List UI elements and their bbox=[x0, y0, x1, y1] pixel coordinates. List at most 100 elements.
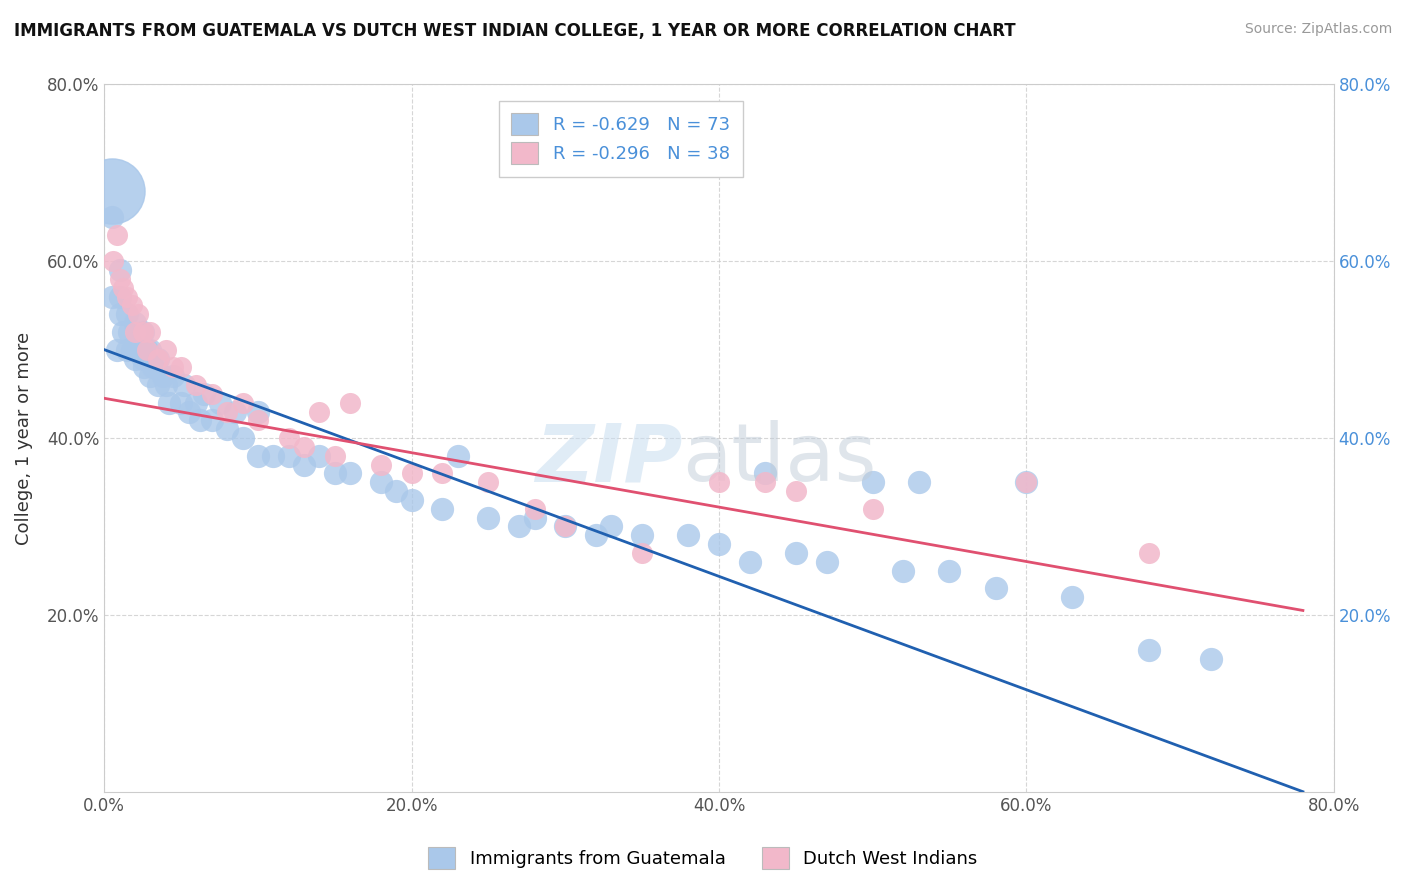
Point bbox=[738, 555, 761, 569]
Point bbox=[554, 519, 576, 533]
Point bbox=[121, 343, 143, 357]
Text: ZIP: ZIP bbox=[534, 420, 682, 499]
Text: IMMIGRANTS FROM GUATEMALA VS DUTCH WEST INDIAN COLLEGE, 1 YEAR OR MORE CORRELATI: IMMIGRANTS FROM GUATEMALA VS DUTCH WEST … bbox=[14, 22, 1015, 40]
Point bbox=[124, 325, 146, 339]
Point bbox=[385, 484, 408, 499]
Point bbox=[131, 325, 153, 339]
Point bbox=[152, 369, 174, 384]
Point bbox=[370, 475, 392, 490]
Point bbox=[523, 501, 546, 516]
Point bbox=[1015, 475, 1038, 490]
Point bbox=[117, 290, 139, 304]
Point bbox=[105, 343, 128, 357]
Point bbox=[146, 351, 169, 366]
Point bbox=[508, 519, 530, 533]
Point bbox=[105, 227, 128, 242]
Point bbox=[370, 458, 392, 472]
Point bbox=[477, 510, 499, 524]
Point bbox=[139, 343, 162, 357]
Point bbox=[1137, 546, 1160, 560]
Point bbox=[308, 404, 330, 418]
Point bbox=[108, 307, 131, 321]
Point bbox=[146, 351, 169, 366]
Point bbox=[217, 422, 239, 436]
Point bbox=[600, 519, 623, 533]
Point bbox=[308, 449, 330, 463]
Point bbox=[815, 555, 838, 569]
Point bbox=[246, 404, 269, 418]
Point bbox=[292, 440, 315, 454]
Point bbox=[907, 475, 929, 490]
Point bbox=[323, 467, 346, 481]
Point bbox=[984, 582, 1007, 596]
Point bbox=[401, 467, 423, 481]
Point bbox=[162, 360, 184, 375]
Point bbox=[101, 184, 124, 198]
Point bbox=[862, 475, 884, 490]
Point bbox=[292, 458, 315, 472]
Point bbox=[157, 395, 180, 409]
Point bbox=[201, 387, 224, 401]
Point bbox=[232, 395, 254, 409]
Point bbox=[1015, 475, 1038, 490]
Point bbox=[785, 546, 807, 560]
Point bbox=[891, 564, 914, 578]
Point bbox=[117, 343, 139, 357]
Point bbox=[136, 343, 159, 357]
Text: Source: ZipAtlas.com: Source: ZipAtlas.com bbox=[1244, 22, 1392, 37]
Point bbox=[631, 546, 654, 560]
Point bbox=[246, 449, 269, 463]
Point bbox=[111, 281, 134, 295]
Point bbox=[108, 272, 131, 286]
Point bbox=[432, 501, 454, 516]
Point bbox=[186, 395, 208, 409]
Point bbox=[277, 431, 299, 445]
Point bbox=[127, 334, 149, 348]
Point bbox=[117, 307, 139, 321]
Legend: R = -0.629   N = 73, R = -0.296   N = 38: R = -0.629 N = 73, R = -0.296 N = 38 bbox=[499, 101, 742, 178]
Point bbox=[1062, 591, 1084, 605]
Point bbox=[124, 316, 146, 330]
Point bbox=[201, 413, 224, 427]
Legend: Immigrants from Guatemala, Dutch West Indians: Immigrants from Guatemala, Dutch West In… bbox=[419, 838, 987, 879]
Point bbox=[139, 325, 162, 339]
Point bbox=[121, 298, 143, 312]
Point bbox=[124, 351, 146, 366]
Point bbox=[136, 343, 159, 357]
Point bbox=[432, 467, 454, 481]
Point bbox=[339, 467, 361, 481]
Point bbox=[103, 254, 125, 268]
Point bbox=[108, 263, 131, 277]
Point bbox=[232, 431, 254, 445]
Point bbox=[170, 360, 193, 375]
Point bbox=[631, 528, 654, 542]
Point bbox=[554, 519, 576, 533]
Point bbox=[139, 369, 162, 384]
Text: atlas: atlas bbox=[682, 420, 876, 499]
Point bbox=[862, 501, 884, 516]
Point bbox=[193, 387, 215, 401]
Point bbox=[224, 404, 246, 418]
Point bbox=[155, 378, 177, 392]
Point bbox=[118, 325, 141, 339]
Point bbox=[262, 449, 284, 463]
Point bbox=[676, 528, 699, 542]
Point bbox=[938, 564, 960, 578]
Point bbox=[155, 343, 177, 357]
Point bbox=[170, 395, 193, 409]
Point bbox=[101, 210, 124, 224]
Point bbox=[707, 475, 730, 490]
Point bbox=[754, 467, 776, 481]
Point bbox=[131, 325, 153, 339]
Point bbox=[277, 449, 299, 463]
Point bbox=[127, 307, 149, 321]
Point bbox=[785, 484, 807, 499]
Point bbox=[401, 492, 423, 507]
Point bbox=[177, 404, 200, 418]
Point bbox=[146, 378, 169, 392]
Point bbox=[131, 351, 153, 366]
Point bbox=[108, 290, 131, 304]
Point bbox=[162, 369, 184, 384]
Point bbox=[1137, 643, 1160, 657]
Point bbox=[339, 395, 361, 409]
